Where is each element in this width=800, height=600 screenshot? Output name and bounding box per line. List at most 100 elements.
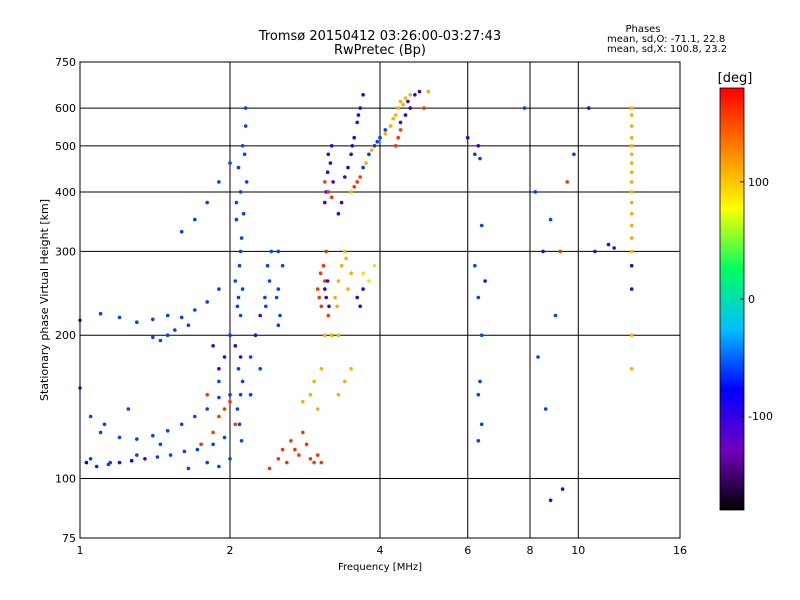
data-point xyxy=(319,460,324,465)
data-point xyxy=(234,217,239,222)
data-point xyxy=(238,249,243,254)
data-point xyxy=(323,200,327,205)
data-point xyxy=(239,439,244,443)
data-point xyxy=(543,407,548,411)
data-point xyxy=(629,106,634,110)
data-point xyxy=(193,217,197,222)
data-point xyxy=(179,315,184,320)
data-point xyxy=(629,249,634,254)
data-point xyxy=(276,249,281,254)
data-point xyxy=(297,453,301,457)
data-point xyxy=(158,338,163,343)
data-point xyxy=(565,180,569,184)
data-point xyxy=(358,106,363,110)
data-point xyxy=(238,190,243,194)
data-point xyxy=(548,498,553,503)
data-point xyxy=(388,124,393,128)
grid-lines xyxy=(80,62,680,538)
data-point xyxy=(312,460,316,465)
data-point xyxy=(346,287,350,291)
data-point xyxy=(267,466,272,471)
data-point xyxy=(335,304,339,309)
data-point xyxy=(355,180,360,184)
data-point xyxy=(280,447,285,452)
data-point xyxy=(413,93,417,97)
data-point xyxy=(315,407,320,411)
data-point xyxy=(280,263,285,268)
data-point xyxy=(560,487,565,491)
data-point xyxy=(135,453,139,457)
data-point xyxy=(117,315,122,320)
data-point xyxy=(193,308,197,312)
data-point xyxy=(336,279,341,283)
data-point xyxy=(98,311,103,316)
data-point xyxy=(158,442,163,447)
y-tick-label: 750 xyxy=(55,56,76,69)
data-point xyxy=(186,323,191,328)
data-point xyxy=(301,399,305,404)
data-point xyxy=(102,422,107,427)
data-point xyxy=(361,271,365,276)
data-point xyxy=(476,144,481,148)
data-point xyxy=(629,180,634,184)
data-point xyxy=(151,335,155,340)
data-point xyxy=(205,407,209,411)
data-point xyxy=(258,313,263,318)
y-tick-label: 500 xyxy=(55,140,76,153)
x-axis-ticks: 1 2 4 6 8 10 16 xyxy=(77,544,688,557)
data-point xyxy=(325,170,330,174)
data-point xyxy=(165,429,170,433)
data-point xyxy=(179,229,184,234)
data-point xyxy=(182,449,187,454)
data-point xyxy=(323,180,327,184)
data-point xyxy=(396,106,401,110)
data-point xyxy=(346,165,350,170)
data-point xyxy=(240,287,245,291)
data-point xyxy=(248,355,253,359)
y-tick-label: 100 xyxy=(55,473,76,486)
data-point xyxy=(126,407,131,411)
data-point xyxy=(483,279,487,283)
y-tick-label: 600 xyxy=(55,102,76,115)
data-point xyxy=(129,458,134,463)
data-point xyxy=(367,152,371,157)
data-point xyxy=(238,355,243,359)
data-point xyxy=(612,246,616,250)
data-point xyxy=(323,279,327,283)
data-point xyxy=(108,460,112,465)
data-point xyxy=(629,367,634,371)
data-point xyxy=(352,135,357,140)
data-point xyxy=(289,439,293,443)
data-point xyxy=(343,249,347,254)
data-point xyxy=(408,106,413,110)
data-point xyxy=(476,392,481,397)
data-point xyxy=(211,442,215,447)
data-point xyxy=(217,464,221,469)
data-point xyxy=(536,355,540,359)
data-point xyxy=(238,392,243,397)
data-point xyxy=(324,249,329,254)
data-point xyxy=(473,152,477,157)
data-point xyxy=(343,175,347,179)
colorbar-tick-label: 0 xyxy=(748,293,755,306)
data-point xyxy=(135,320,139,325)
data-point xyxy=(629,113,634,117)
data-point xyxy=(629,124,634,128)
data-point xyxy=(205,460,209,465)
data-point xyxy=(329,195,334,199)
data-point xyxy=(629,236,634,240)
x-tick-label: 16 xyxy=(673,544,687,557)
data-point xyxy=(235,304,240,309)
data-point xyxy=(383,132,388,136)
data-point xyxy=(479,223,484,228)
data-point xyxy=(193,414,197,419)
data-point xyxy=(349,152,353,157)
data-point xyxy=(240,144,245,148)
data-point xyxy=(179,422,184,427)
data-point xyxy=(237,263,242,268)
data-point xyxy=(361,93,365,97)
data-point xyxy=(372,144,377,148)
data-point xyxy=(422,106,426,110)
data-point xyxy=(558,249,562,254)
data-point xyxy=(326,190,331,194)
